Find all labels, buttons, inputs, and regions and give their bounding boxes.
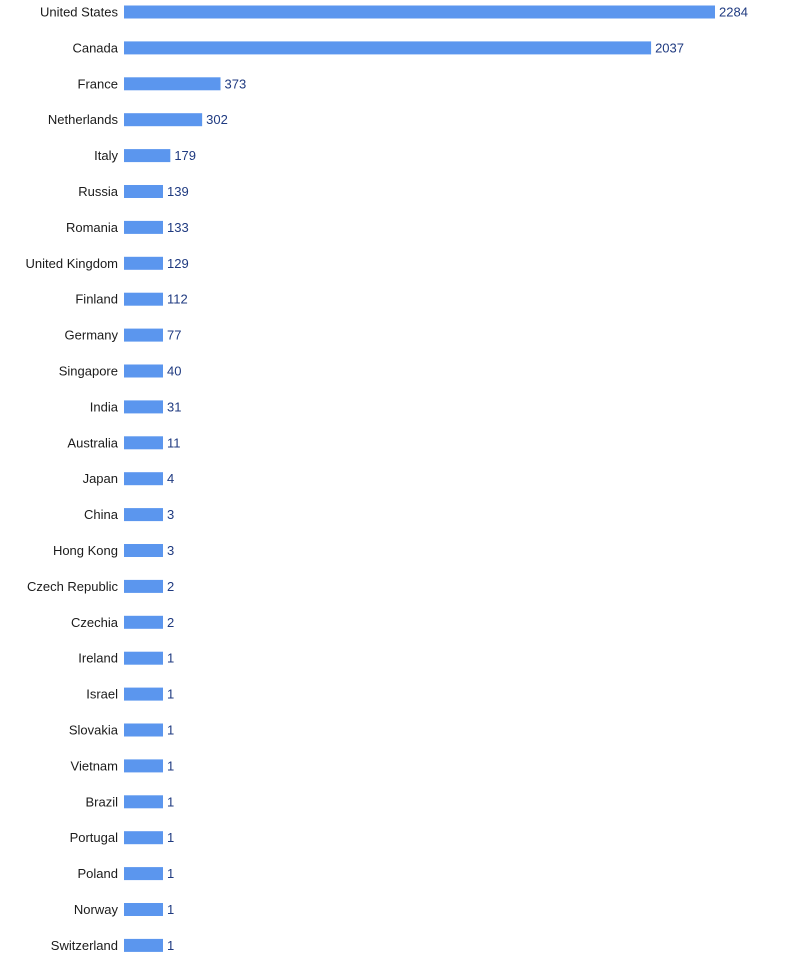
- category-label: Canada: [72, 40, 118, 55]
- value-label: 2: [167, 579, 174, 594]
- bar: [124, 328, 163, 342]
- value-label: 2037: [655, 40, 684, 55]
- category-label: Australia: [67, 435, 118, 450]
- value-label: 11: [167, 435, 181, 450]
- value-label: 2: [167, 615, 174, 630]
- value-label: 1: [167, 938, 174, 953]
- value-label: 40: [167, 364, 181, 379]
- bar: [124, 292, 163, 306]
- value-label: 133: [167, 220, 189, 235]
- category-label: Israel: [86, 687, 118, 702]
- bar: [124, 41, 652, 55]
- bar: [124, 508, 163, 522]
- category-label: Singapore: [59, 364, 118, 379]
- value-label: 3: [167, 507, 174, 522]
- bar: [124, 723, 163, 737]
- category-label: Finland: [75, 292, 118, 307]
- bar: [124, 149, 171, 163]
- bar: [124, 831, 163, 845]
- category-label: France: [78, 76, 118, 91]
- bar: [124, 687, 163, 701]
- category-label: Poland: [78, 866, 118, 881]
- category-label: Czech Republic: [27, 579, 119, 594]
- value-label: 129: [167, 256, 189, 271]
- category-label: Netherlands: [48, 112, 119, 127]
- value-label: 112: [167, 292, 188, 307]
- value-label: 1: [167, 794, 174, 809]
- value-label: 77: [167, 328, 181, 343]
- value-label: 4: [167, 471, 174, 486]
- value-label: 2284: [719, 5, 748, 20]
- category-label: Brazil: [85, 794, 118, 809]
- category-label: Romania: [66, 220, 119, 235]
- bar: [124, 472, 163, 486]
- bar: [124, 256, 163, 270]
- category-label: United States: [40, 5, 119, 20]
- bar: [124, 544, 163, 557]
- value-label: 139: [167, 184, 189, 199]
- value-label: 302: [206, 112, 228, 127]
- value-label: 179: [174, 148, 196, 163]
- value-label: 1: [167, 687, 174, 702]
- bar: [124, 77, 221, 91]
- category-label: Hong Kong: [53, 543, 118, 558]
- category-label: Czechia: [71, 615, 119, 630]
- category-label: United Kingdom: [26, 256, 119, 271]
- category-label: China: [84, 507, 119, 522]
- bar: [124, 759, 163, 773]
- bar: [124, 579, 163, 593]
- category-label: Germany: [65, 328, 119, 343]
- category-label: India: [90, 399, 119, 414]
- bar: [124, 5, 715, 19]
- bar: [124, 220, 163, 234]
- bar: [124, 185, 163, 198]
- category-label: Italy: [94, 148, 118, 163]
- bar: [124, 795, 163, 809]
- category-label: Ireland: [78, 651, 118, 666]
- bar: [124, 113, 203, 127]
- value-label: 1: [167, 723, 174, 738]
- category-label: Japan: [83, 471, 118, 486]
- value-label: 1: [167, 651, 174, 666]
- value-label: 3: [167, 543, 174, 558]
- value-label: 31: [167, 399, 181, 414]
- bar: [124, 938, 163, 952]
- bar: [124, 615, 163, 629]
- bar: [124, 867, 163, 881]
- bar: [124, 903, 163, 916]
- category-label: Slovakia: [69, 723, 119, 738]
- value-label: 1: [167, 830, 174, 845]
- bars-group: United States 2284 Canada 2037 France 373 Neth…: [26, 5, 748, 953]
- bar: [124, 364, 163, 378]
- value-label: 1: [167, 902, 174, 917]
- category-label: Switzerland: [51, 938, 118, 953]
- category-label: Russia: [78, 184, 119, 199]
- bar: [124, 436, 163, 450]
- value-label: 1: [167, 758, 174, 773]
- category-label: Portugal: [70, 830, 119, 845]
- value-label: 1: [167, 866, 174, 881]
- category-label: Vietnam: [71, 758, 118, 773]
- category-label: Norway: [74, 902, 119, 917]
- bar: [124, 400, 163, 414]
- bar: [124, 651, 163, 665]
- value-label: 373: [225, 76, 247, 91]
